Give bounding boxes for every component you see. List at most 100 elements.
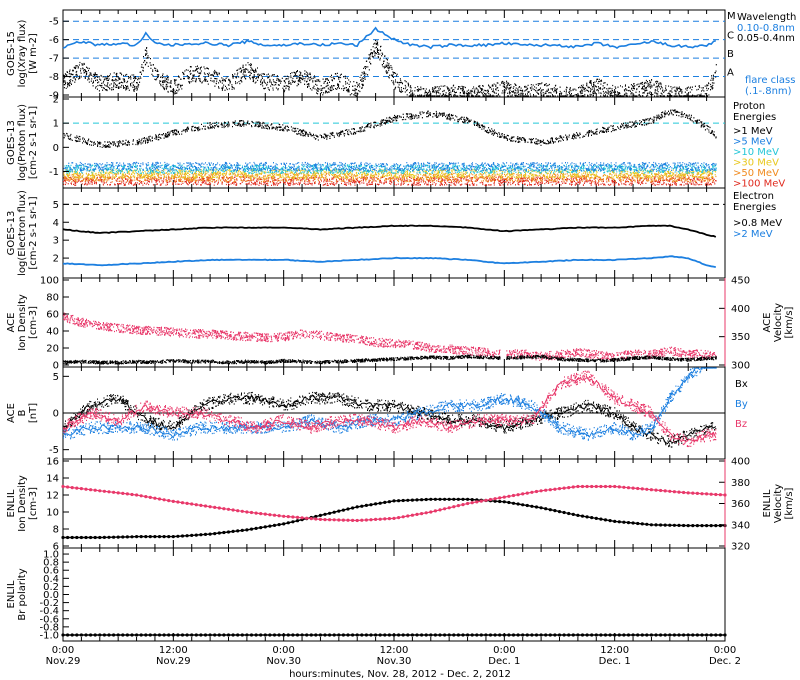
ace-b-legend-bz: Bz [735, 419, 747, 430]
proton-legend-item: >50 MeV [733, 168, 779, 179]
enlil-br-series-point [571, 633, 575, 637]
enlil-br-series-point [603, 633, 608, 637]
enlil-velocity-series-point [539, 489, 543, 493]
ace-density-series [63, 354, 717, 365]
enlil-density-series-point [590, 516, 594, 520]
electron-legend-title: Electron [733, 191, 774, 202]
enlil-density-series-point [691, 524, 695, 528]
y-axis-title: log(Electron flux) [17, 190, 28, 276]
enlil-br-series-point [107, 633, 111, 637]
enlil-velocity-series-point [180, 501, 185, 505]
enlil-br-series-point [272, 633, 277, 637]
enlil-velocity-series-point [466, 501, 470, 506]
x-tick-time: 0:00 [714, 645, 736, 656]
y2-tick-label: 350 [731, 332, 750, 343]
ace-b-series-0 [63, 391, 717, 448]
enlil-velocity-series-point [259, 511, 263, 516]
enlil-br-series-point [387, 633, 391, 637]
enlil-density-series-point [548, 508, 552, 512]
enlil-velocity-series-point [194, 503, 198, 507]
enlil-br-series-point [705, 633, 709, 637]
enlil-velocity-series-point [502, 495, 506, 499]
y-tick-label: 20 [46, 344, 59, 355]
y-tick-label: 0.6 [43, 566, 59, 577]
enlil-br-series-point [125, 633, 129, 637]
enlil-velocity-series-point [346, 518, 350, 522]
enlil-br-series-point [534, 633, 539, 637]
enlil-velocity-series-point [171, 499, 175, 503]
enlil-velocity-series-point [511, 493, 516, 498]
enlil-br-series-point [562, 633, 566, 637]
enlil-density-series-point [452, 497, 456, 501]
y-tick-label: 14 [46, 474, 59, 485]
panel-frame [62, 187, 726, 279]
flare-class-label: B [727, 49, 734, 60]
enlil-density-series-point [557, 510, 562, 514]
enlil-density-series-point [438, 497, 442, 501]
y2-tick-label: 320 [731, 542, 750, 553]
enlil-velocity-series-point [70, 486, 74, 490]
enlil-br-series-point [470, 633, 474, 637]
enlil-br-series-point [525, 633, 529, 637]
y-axis-title: [nT] [28, 403, 39, 423]
enlil-br-series-point [415, 633, 419, 637]
flare-class-note-range: (.1-.8nm) [745, 86, 792, 97]
enlil-velocity-series-point [222, 507, 226, 511]
enlil-density-series-point [553, 509, 557, 513]
enlil-density-series-point [222, 530, 226, 535]
x-tick-date: Dec. 2 [709, 656, 741, 667]
enlil-velocity-series-point [424, 511, 428, 515]
enlil-br-series-point [452, 633, 456, 637]
enlil-velocity-series-point [392, 516, 396, 521]
proton-legend-item: >5 MeV [733, 137, 773, 148]
enlil-density-series-point [148, 535, 152, 539]
panel-7: 1.00.80.60.40.20.0-0.2-0.4-0.6-0.8-1.0 EN… [6, 547, 727, 642]
x-tick-date: Nov.30 [377, 656, 412, 667]
enlil-br-series-point [139, 633, 143, 637]
enlil-br-series-point [484, 633, 488, 637]
enlil-velocity-series-point [185, 501, 189, 505]
enlil-density-series-point [397, 499, 401, 503]
enlil-velocity-series-point [387, 517, 391, 521]
enlil-velocity-series-point [401, 515, 405, 519]
enlil-velocity-series-point [268, 513, 272, 517]
enlil-br-series-point [626, 633, 631, 637]
enlil-velocity-series-point [208, 505, 212, 509]
enlil-density-series-point [240, 528, 244, 533]
enlil-density-series-point [447, 497, 451, 501]
y-tick-label: -8 [49, 72, 59, 83]
y-axis-title: ENLIL [6, 489, 17, 517]
enlil-density-series-point [668, 523, 672, 527]
enlil-velocity-series-point [443, 507, 447, 511]
enlil-br-series-point [180, 633, 185, 637]
enlil-velocity-series-point [176, 500, 180, 504]
enlil-density-series-point [318, 513, 322, 518]
enlil-density-series-point [167, 535, 171, 539]
panel-5: 5 0 -5 ACE B [nT] Bx By Bz [6, 366, 748, 460]
enlil-density-series-point [272, 523, 277, 528]
y-tick-label: 8 [53, 525, 59, 536]
enlil-br-series-point [226, 633, 231, 637]
enlil-velocity-series-point [594, 484, 598, 489]
enlil-br-series-point [539, 633, 543, 637]
enlil-velocity-series-point [121, 491, 125, 495]
enlil-density-series-point [89, 535, 93, 540]
enlil-density-series-point [121, 535, 125, 539]
proton-legend-item: >100 MeV [733, 179, 785, 190]
enlil-density-series-point [387, 500, 391, 504]
enlil-velocity-series-point [337, 518, 341, 522]
enlil-velocity-series-point [654, 488, 658, 492]
enlil-br-series-point [617, 633, 621, 637]
enlil-velocity-series-point [557, 487, 562, 491]
enlil-velocity-series-point [415, 512, 419, 517]
enlil-br-series-point [498, 633, 502, 637]
y2-tick-label: 380 [731, 478, 750, 489]
enlil-density-series-point [130, 535, 134, 539]
enlil-velocity-series-point [135, 493, 139, 497]
x-tick-date: Nov.29 [46, 656, 81, 667]
enlil-density-series-point [208, 532, 212, 536]
y-tick-label: 0.8 [43, 558, 59, 569]
enlil-br-series-point [176, 633, 180, 637]
y-tick-label: 4 [53, 218, 59, 229]
enlil-density-series-point [323, 512, 327, 516]
